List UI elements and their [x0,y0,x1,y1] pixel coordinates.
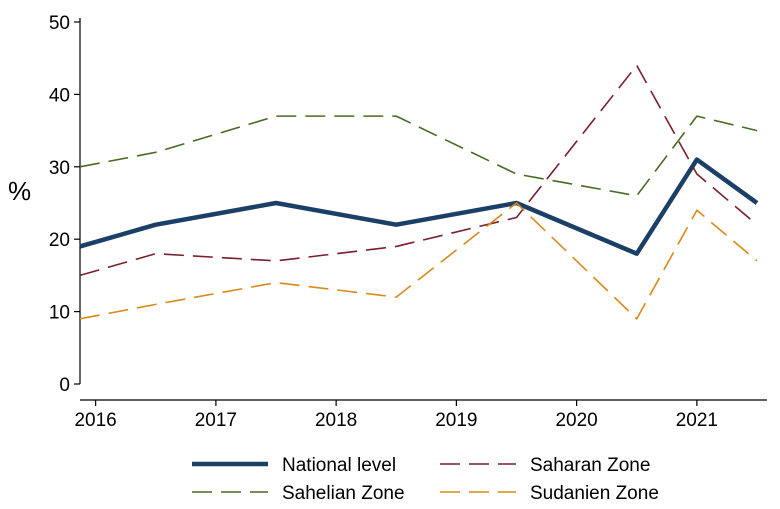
legend-label-national: National level [282,455,396,476]
y-tick-label: 10 [49,303,70,324]
x-tick-label: 2019 [435,410,477,431]
series-line-national [79,157,759,256]
series-line-sahelian [79,115,758,197]
axes: 0 10 20 30 40 50 2016 2017 2018 2019 2020 2021 [49,13,767,431]
y-tick-label: 20 [49,230,70,251]
y-tick-label: 30 [49,158,70,179]
series-line-saharan [79,64,758,277]
legend-label-saharan: Saharan Zone [530,455,650,476]
x-tick-label: 2016 [74,410,116,431]
series-line-sudanien [79,202,758,320]
x-tick-label: 2018 [315,410,357,431]
series-layer [79,64,759,320]
y-axis-label: % [8,176,31,206]
legend-label-sudanien: Sudanien Zone [530,483,659,504]
y-tick-label: 0 [59,375,70,396]
legend-label-sahelian: Sahelian Zone [282,483,405,504]
y-tick-label: 40 [49,85,70,106]
y-tick-label: 50 [49,13,70,34]
legend: National level Saharan Zone Sahelian Zone S… [192,455,659,504]
x-tick-label: 2021 [676,410,718,431]
x-tick-label: 2017 [195,410,237,431]
x-tick-label: 2020 [555,410,597,431]
